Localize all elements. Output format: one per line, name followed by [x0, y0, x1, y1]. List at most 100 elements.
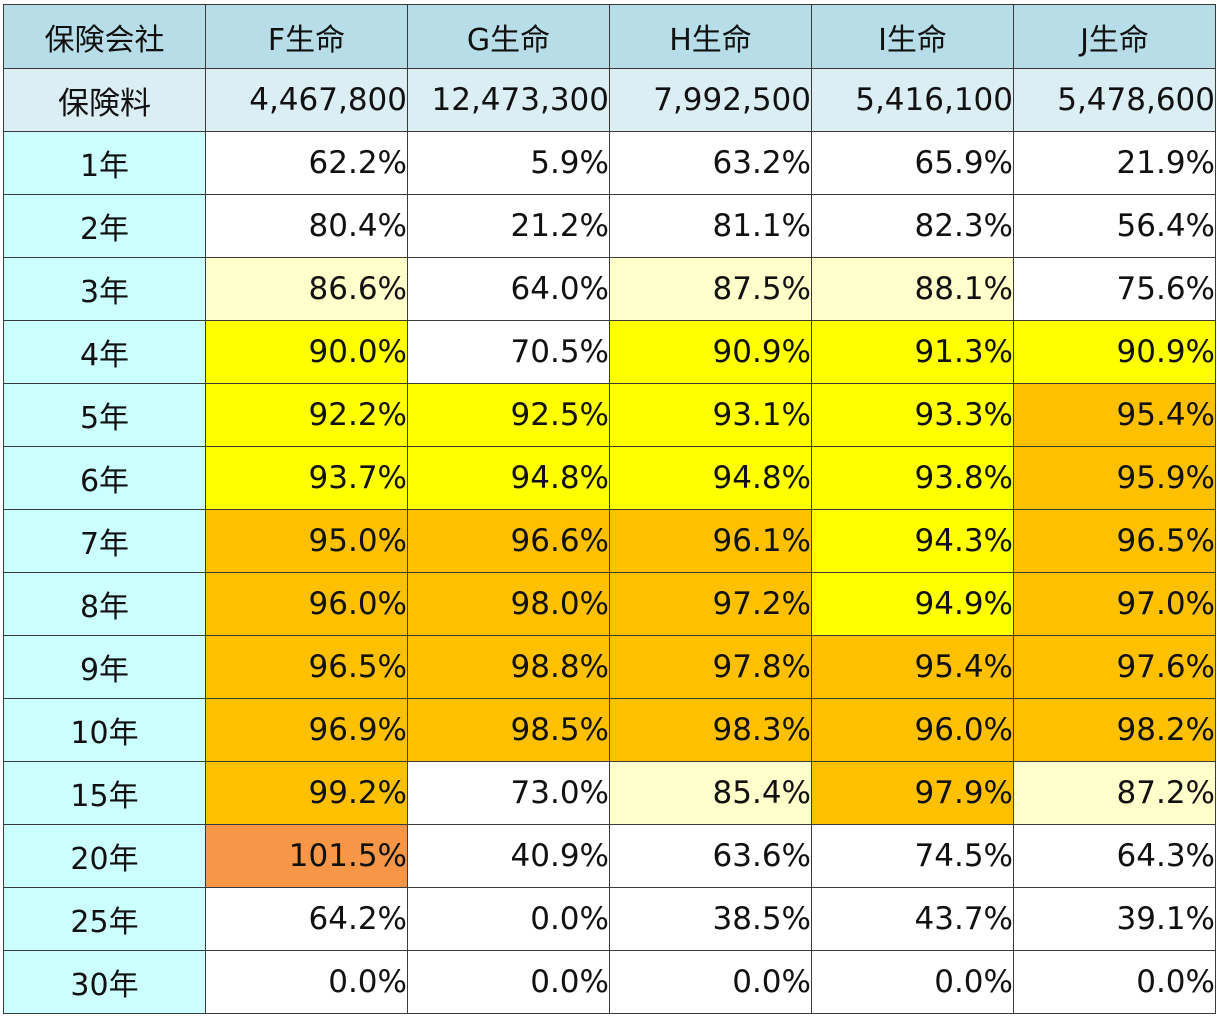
- rate-cell: 90.0%: [205, 320, 408, 384]
- rate-cell: 101.5%: [205, 824, 408, 888]
- rate-cell: 96.5%: [1013, 509, 1216, 573]
- rate-cell: 90.9%: [1013, 320, 1216, 384]
- rate-cell: 40.9%: [407, 824, 610, 888]
- table-row: 8年 96.0% 98.0% 97.2% 94.9% 97.0%: [3, 572, 1216, 636]
- rate-cell: 96.1%: [609, 509, 812, 573]
- rate-cell: 87.5%: [609, 257, 812, 321]
- table-row: 3年 86.6% 64.0% 87.5% 88.1% 75.6%: [3, 257, 1216, 321]
- premium-value: 5,478,600: [1013, 68, 1216, 132]
- premium-value: 4,467,800: [205, 68, 408, 132]
- year-label: 2年: [3, 194, 206, 258]
- rate-cell: 75.6%: [1013, 257, 1216, 321]
- rate-cell: 38.5%: [609, 887, 812, 951]
- rate-cell: 90.9%: [609, 320, 812, 384]
- rate-cell: 95.4%: [1013, 383, 1216, 447]
- premium-row: 保険料 4,467,800 12,473,300 7,992,500 5,416…: [3, 68, 1216, 132]
- rate-cell: 97.9%: [811, 761, 1014, 825]
- rate-cell: 88.1%: [811, 257, 1014, 321]
- rate-cell: 98.5%: [407, 698, 610, 762]
- year-label: 25年: [3, 887, 206, 951]
- rate-cell: 96.0%: [811, 698, 1014, 762]
- year-label: 20年: [3, 824, 206, 888]
- table-row: 20年 101.5% 40.9% 63.6% 74.5% 64.3%: [3, 824, 1216, 888]
- rate-cell: 95.4%: [811, 635, 1014, 699]
- rate-cell: 93.7%: [205, 446, 408, 510]
- rate-cell: 0.0%: [205, 950, 408, 1014]
- rate-cell: 92.2%: [205, 383, 408, 447]
- company-header: J生命: [1013, 4, 1216, 69]
- year-label: 7年: [3, 509, 206, 573]
- rate-cell: 0.0%: [407, 887, 610, 951]
- year-label: 15年: [3, 761, 206, 825]
- table-row: 9年 96.5% 98.8% 97.8% 95.4% 97.6%: [3, 635, 1216, 699]
- table-row: 5年 92.2% 92.5% 93.1% 93.3% 95.4%: [3, 383, 1216, 447]
- rate-cell: 99.2%: [205, 761, 408, 825]
- rate-cell: 73.0%: [407, 761, 610, 825]
- year-label: 9年: [3, 635, 206, 699]
- rate-cell: 64.3%: [1013, 824, 1216, 888]
- rate-cell: 0.0%: [407, 950, 610, 1014]
- rate-cell: 74.5%: [811, 824, 1014, 888]
- rate-cell: 85.4%: [609, 761, 812, 825]
- rate-cell: 97.6%: [1013, 635, 1216, 699]
- refund-rate-table: 保険会社 F生命 G生命 H生命 I生命 J生命 保険料 4,467,800 1…: [3, 4, 1216, 1014]
- rate-cell: 97.2%: [609, 572, 812, 636]
- year-label: 6年: [3, 446, 206, 510]
- rate-cell: 94.8%: [407, 446, 610, 510]
- rate-cell: 0.0%: [811, 950, 1014, 1014]
- year-label: 1年: [3, 131, 206, 195]
- table-row: 30年 0.0% 0.0% 0.0% 0.0% 0.0%: [3, 950, 1216, 1014]
- rate-cell: 0.0%: [609, 950, 812, 1014]
- rate-cell: 64.0%: [407, 257, 610, 321]
- rate-cell: 70.5%: [407, 320, 610, 384]
- rate-cell: 63.6%: [609, 824, 812, 888]
- rate-cell: 92.5%: [407, 383, 610, 447]
- table-row: 25年 64.2% 0.0% 38.5% 43.7% 39.1%: [3, 887, 1216, 951]
- year-label: 5年: [3, 383, 206, 447]
- company-header: I生命: [811, 4, 1014, 69]
- rate-cell: 98.2%: [1013, 698, 1216, 762]
- rate-cell: 87.2%: [1013, 761, 1216, 825]
- rate-cell: 0.0%: [1013, 950, 1216, 1014]
- year-label: 4年: [3, 320, 206, 384]
- rate-cell: 86.6%: [205, 257, 408, 321]
- rate-cell: 62.2%: [205, 131, 408, 195]
- table-row: 4年 90.0% 70.5% 90.9% 91.3% 90.9%: [3, 320, 1216, 384]
- rate-cell: 93.1%: [609, 383, 812, 447]
- premium-label: 保険料: [3, 68, 206, 132]
- table-row: 10年 96.9% 98.5% 98.3% 96.0% 98.2%: [3, 698, 1216, 762]
- rate-cell: 82.3%: [811, 194, 1014, 258]
- rate-cell: 94.3%: [811, 509, 1014, 573]
- rate-cell: 93.3%: [811, 383, 1014, 447]
- year-label: 30年: [3, 950, 206, 1014]
- rate-cell: 43.7%: [811, 887, 1014, 951]
- rate-cell: 96.0%: [205, 572, 408, 636]
- premium-value: 7,992,500: [609, 68, 812, 132]
- rate-cell: 81.1%: [609, 194, 812, 258]
- rate-cell: 98.0%: [407, 572, 610, 636]
- rate-cell: 94.9%: [811, 572, 1014, 636]
- table-row: 1年 62.2% 5.9% 63.2% 65.9% 21.9%: [3, 131, 1216, 195]
- rate-cell: 97.0%: [1013, 572, 1216, 636]
- table-row: 7年 95.0% 96.6% 96.1% 94.3% 96.5%: [3, 509, 1216, 573]
- rate-cell: 94.8%: [609, 446, 812, 510]
- table-row: 6年 93.7% 94.8% 94.8% 93.8% 95.9%: [3, 446, 1216, 510]
- rate-cell: 39.1%: [1013, 887, 1216, 951]
- company-header: F生命: [205, 4, 408, 69]
- year-label: 8年: [3, 572, 206, 636]
- year-label: 3年: [3, 257, 206, 321]
- rate-cell: 97.8%: [609, 635, 812, 699]
- rate-cell: 98.8%: [407, 635, 610, 699]
- rate-cell: 98.3%: [609, 698, 812, 762]
- year-label: 10年: [3, 698, 206, 762]
- rate-cell: 96.9%: [205, 698, 408, 762]
- header-row: 保険会社 F生命 G生命 H生命 I生命 J生命: [3, 4, 1216, 69]
- rate-cell: 5.9%: [407, 131, 610, 195]
- company-header: G生命: [407, 4, 610, 69]
- rate-cell: 65.9%: [811, 131, 1014, 195]
- rate-cell: 95.0%: [205, 509, 408, 573]
- corner-header: 保険会社: [3, 4, 206, 69]
- rate-cell: 93.8%: [811, 446, 1014, 510]
- rate-cell: 21.9%: [1013, 131, 1216, 195]
- table-row: 2年 80.4% 21.2% 81.1% 82.3% 56.4%: [3, 194, 1216, 258]
